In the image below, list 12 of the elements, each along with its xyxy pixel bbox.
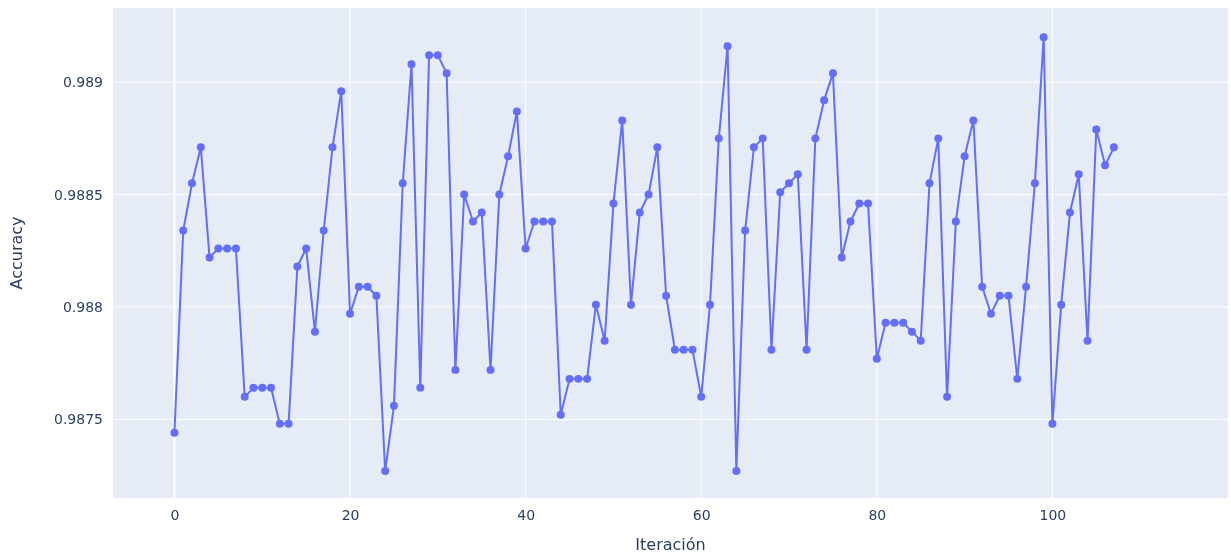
x-tick-label: 0 — [170, 506, 180, 523]
y-tick-label: 0.988 — [62, 298, 103, 315]
x-axis-title: Iteración — [635, 535, 706, 554]
x-tick-label: 60 — [692, 506, 711, 523]
y-tick-label: 0.989 — [62, 74, 103, 91]
y-axis-title: Accuracy — [7, 216, 26, 290]
x-tick-label: 100 — [1039, 506, 1067, 523]
x-tick-label: 20 — [341, 506, 360, 523]
x-tick-label: 40 — [517, 506, 536, 523]
y-tick-label: 0.9885 — [54, 186, 103, 203]
y-tick-label: 0.9875 — [54, 411, 103, 428]
x-tick-label: 80 — [868, 506, 887, 523]
